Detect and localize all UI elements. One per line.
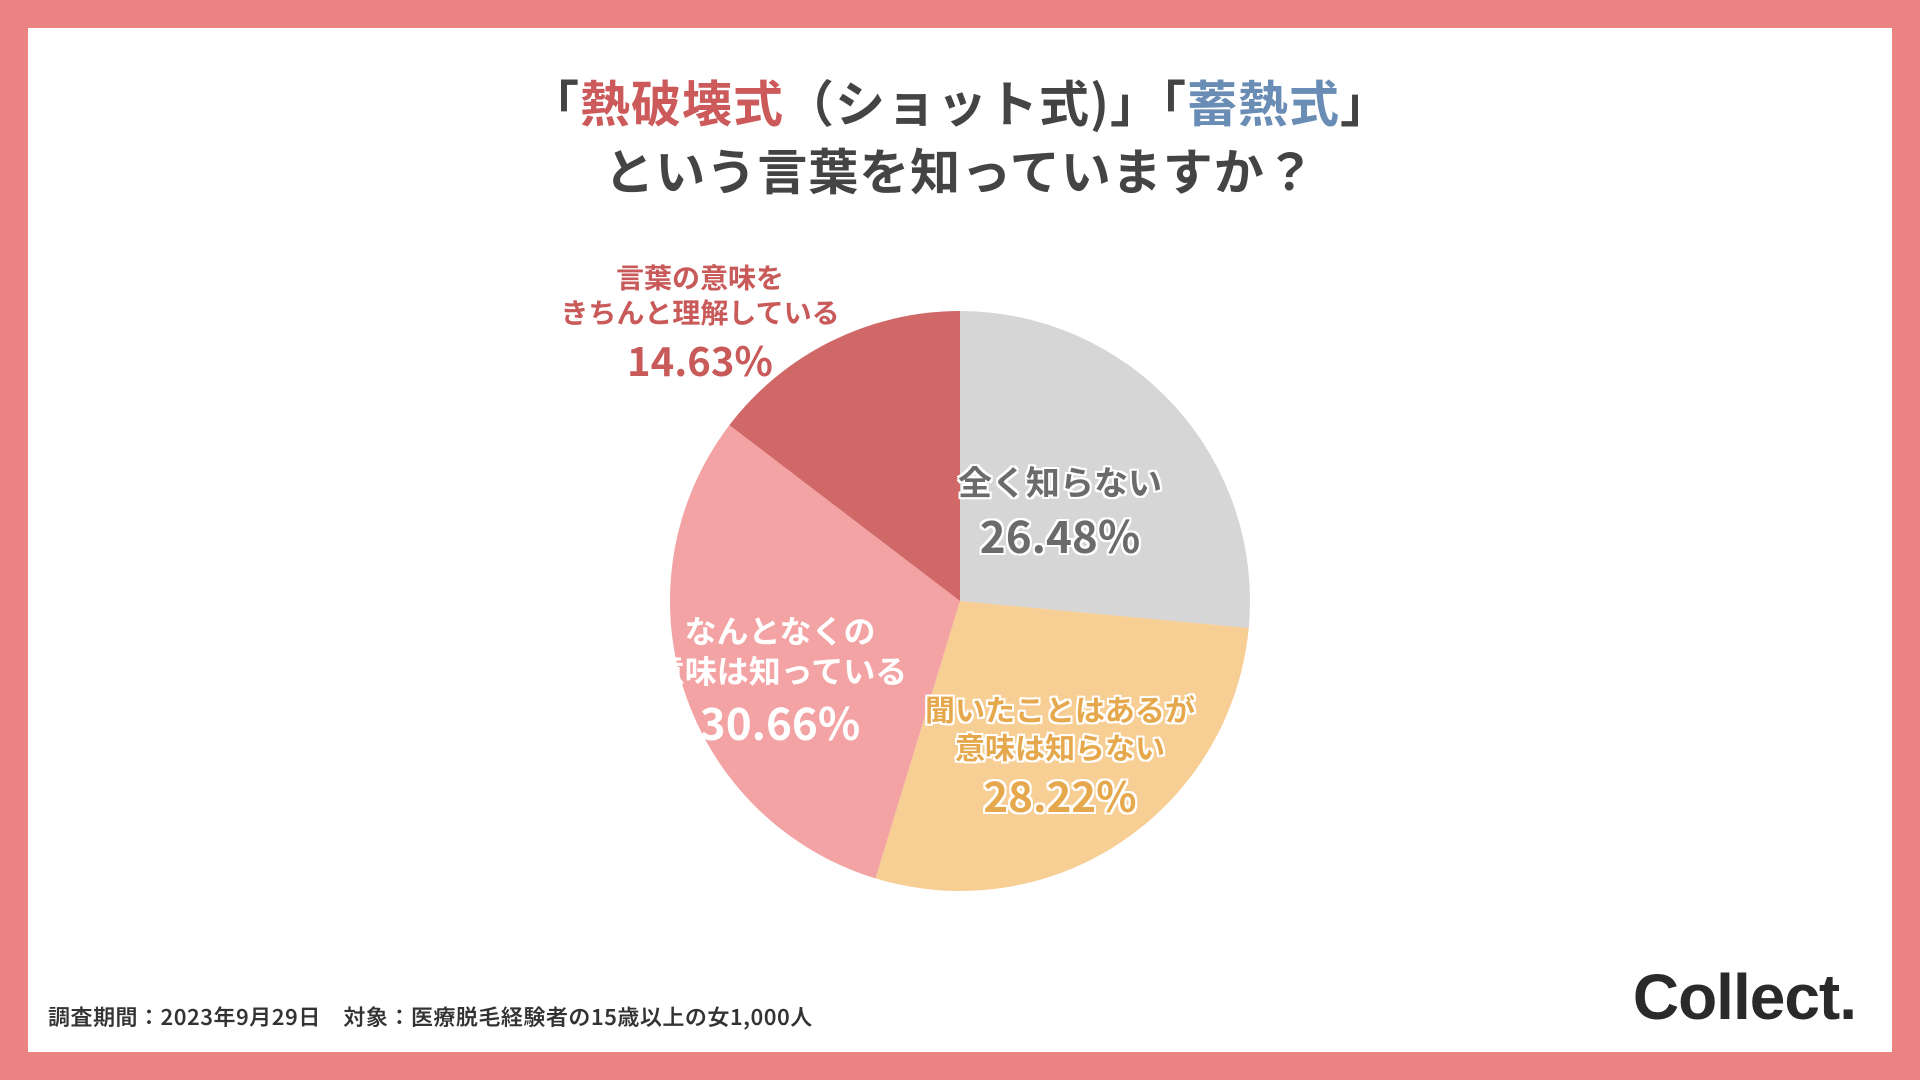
slice-label-understand: 言葉の意味をきちんと理解している14.63% xyxy=(560,260,840,384)
canvas: 「熱破壊式（ショット式)」「蓄熱式」 という言葉を知っていますか？ 全く知らない… xyxy=(28,28,1892,1052)
title-mid: （ショット式)」「 xyxy=(784,65,1187,137)
title-accent-1: 熱破壊式 xyxy=(580,65,784,137)
title-line-1: 「熱破壊式（ショット式)」「蓄熱式」 xyxy=(28,68,1892,136)
title-suffix: 」 xyxy=(1340,65,1391,137)
slice-label-somewhat: なんとなくの意味は知っている30.66% xyxy=(640,610,920,749)
slice-label-unknown: 全く知らない26.48% xyxy=(920,460,1200,562)
title-line-2: という言葉を知っていますか？ xyxy=(28,136,1892,204)
survey-footnote: 調査期間：2023年9月29日 対象：医療脱毛経験者の15歳以上の女1,000人 xyxy=(48,1000,813,1032)
title-accent-2: 蓄熱式 xyxy=(1187,65,1340,137)
title-prefix: 「 xyxy=(529,65,580,137)
slice-label-heard: 聞いたことはあるが意味は知らない28.22% xyxy=(920,690,1200,822)
brand-logo: Collect. xyxy=(1633,960,1856,1034)
chart-title: 「熱破壊式（ショット式)」「蓄熱式」 という言葉を知っていますか？ xyxy=(28,68,1892,203)
